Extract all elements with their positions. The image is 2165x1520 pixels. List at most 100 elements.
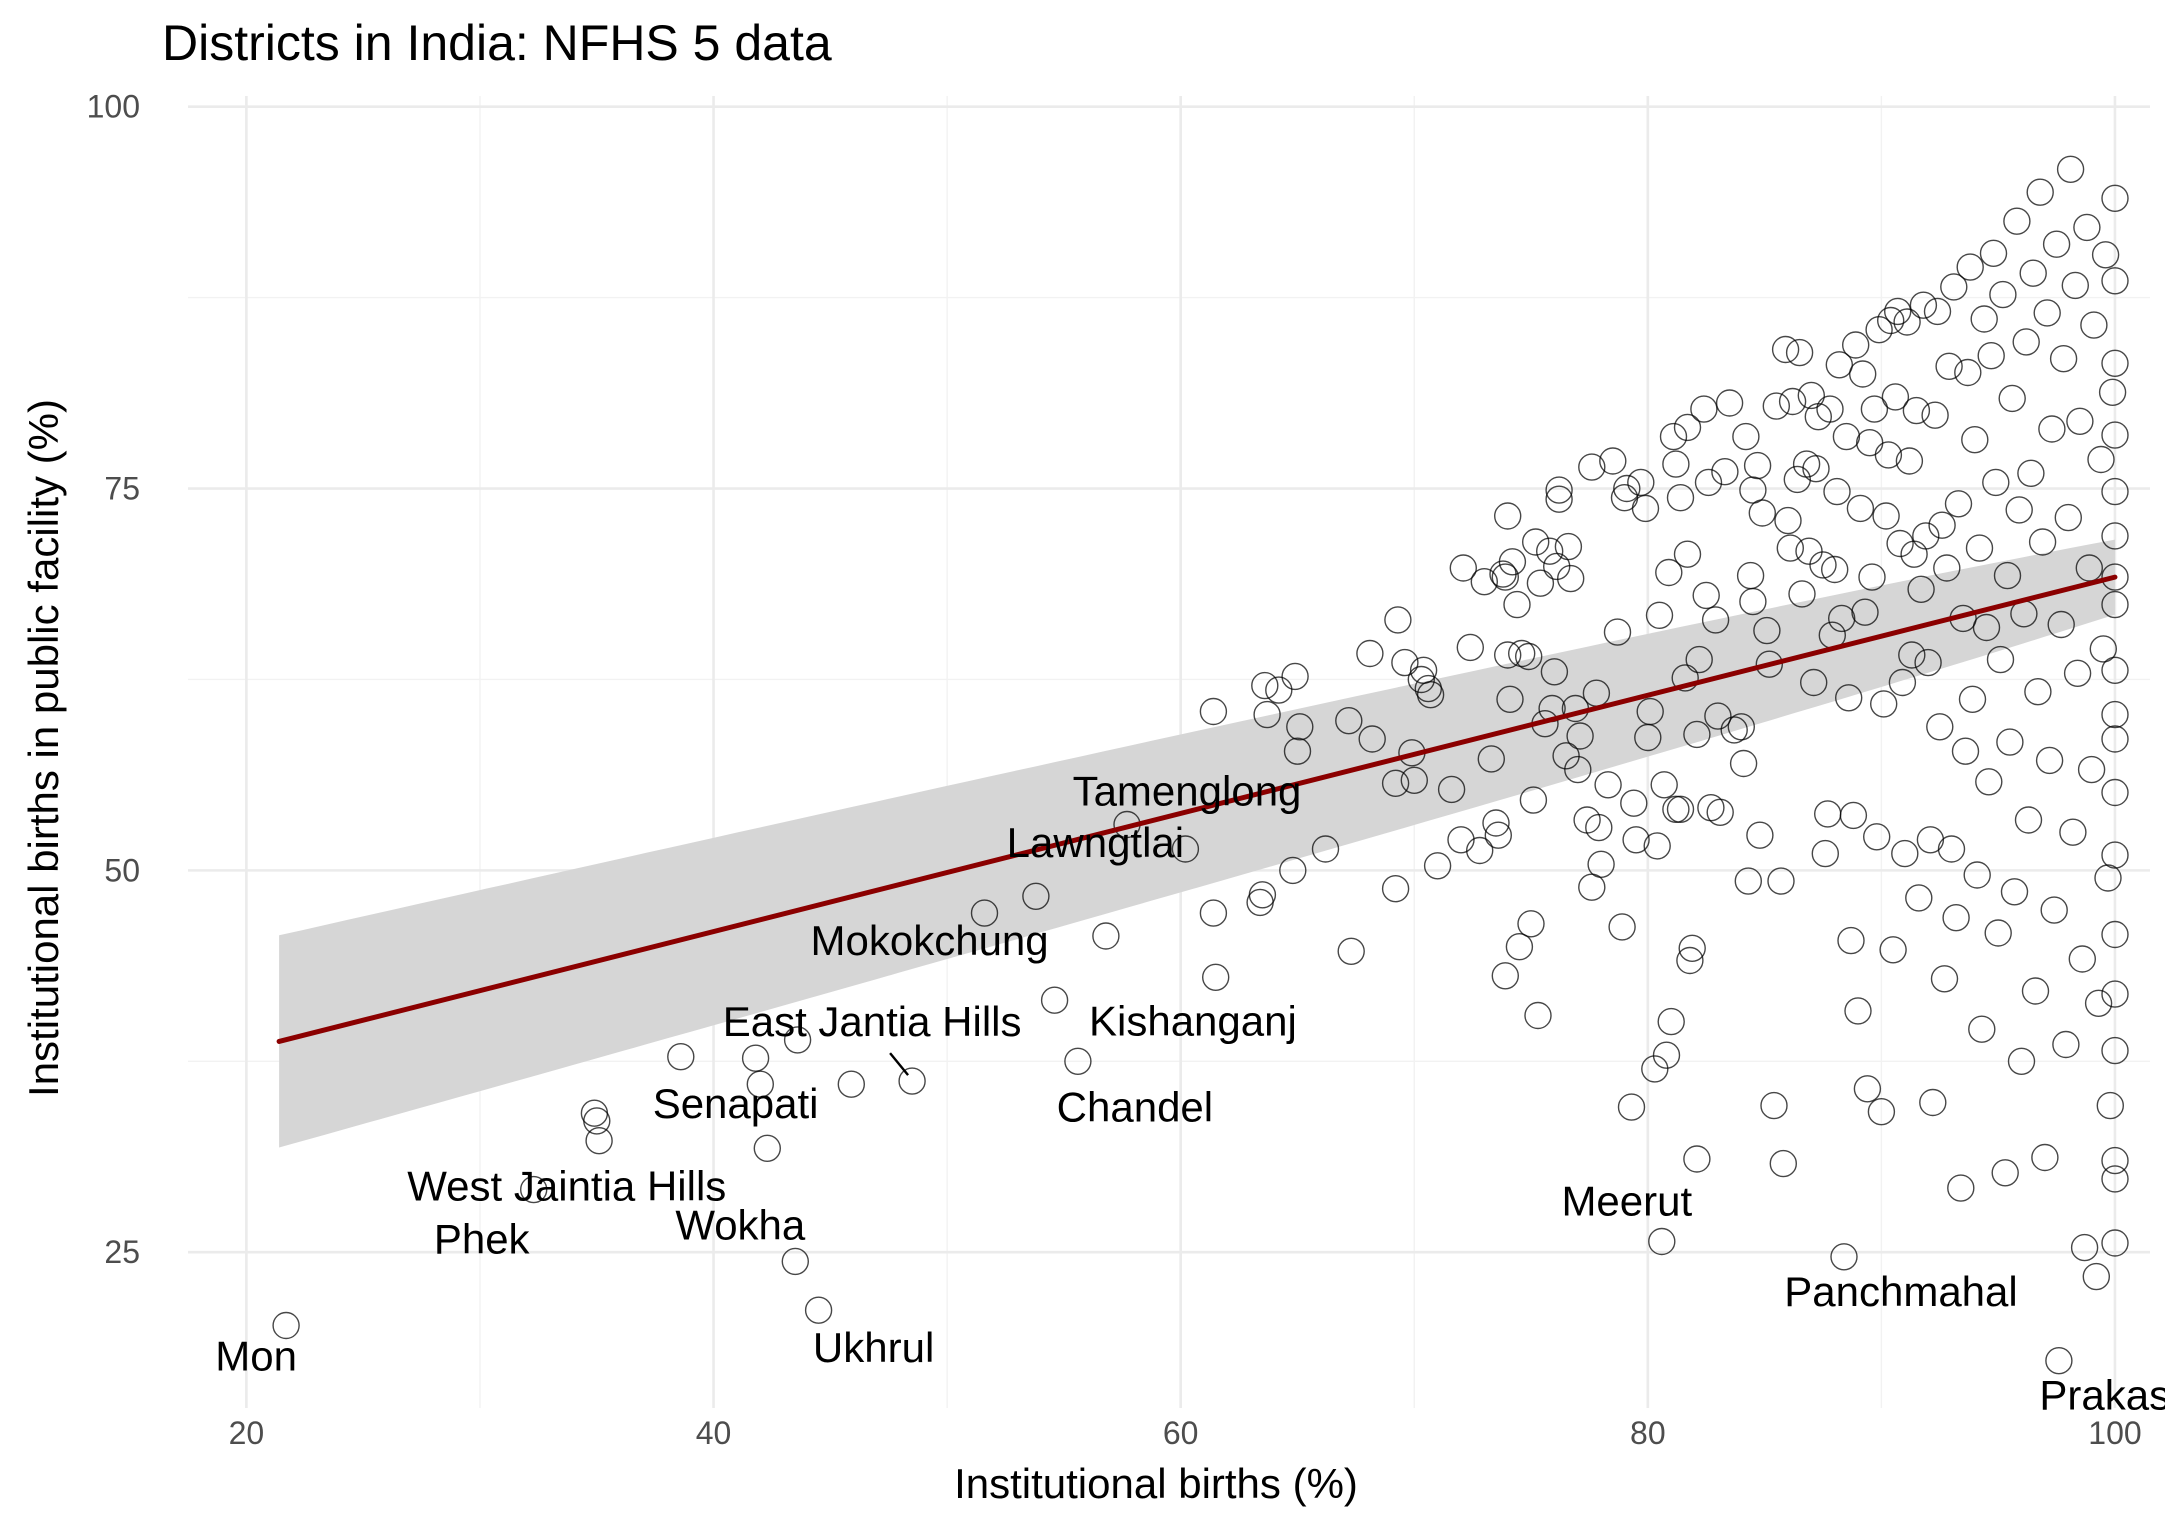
data-point (1755, 650, 1784, 678)
data-point (1809, 551, 1837, 579)
x-axis-title: Institutional births (%) (954, 1460, 1358, 1507)
data-point (1171, 835, 1200, 863)
data-point (1545, 476, 1573, 504)
data-point (1447, 826, 1475, 854)
data-point (1797, 381, 1826, 410)
data-point (804, 1296, 833, 1324)
data-point (2101, 725, 2129, 753)
data-point (2101, 841, 2129, 869)
data-point (2075, 554, 2104, 582)
data-point (1381, 769, 1410, 797)
data-point (1493, 502, 1522, 530)
data-point (1715, 389, 1744, 417)
data-point (1655, 558, 1683, 587)
data-point (1683, 1145, 1711, 1173)
data-point (1729, 749, 1758, 778)
point-labels: Mon Phek West Jaintia Hills Senapati East Ja… (215, 768, 2165, 1419)
data-point (1505, 933, 1534, 961)
y-tick-label: 100 (87, 89, 140, 125)
data-point (837, 1070, 865, 1098)
data-point (1666, 795, 1695, 823)
data-point (1907, 575, 1935, 603)
data-point (2077, 755, 2106, 784)
data-point (1799, 668, 1828, 697)
data-point (1477, 745, 1506, 773)
data-point (1954, 358, 1982, 387)
data-point (1335, 707, 1363, 735)
data-point (2007, 1047, 2036, 1076)
data-point (1830, 1243, 1858, 1271)
data-point (1869, 690, 1898, 718)
point-label: Tamenglong (1073, 768, 1302, 815)
data-point (898, 1067, 926, 1095)
data-point (1851, 598, 1879, 626)
data-point (1526, 569, 1555, 597)
data-point (1711, 458, 1739, 486)
data-point (1491, 563, 1520, 591)
data-point (1650, 771, 1678, 799)
data-point (1697, 794, 1725, 822)
point-label: East Jantia Hills (723, 998, 1022, 1045)
data-point (1627, 468, 1655, 497)
data-point (520, 1175, 548, 1204)
data-point (1984, 919, 2012, 947)
data-point (1958, 685, 1987, 713)
data-point (1832, 422, 1861, 451)
data-point (1820, 555, 1849, 584)
trend-line (276, 574, 2118, 1044)
data-point (1979, 239, 2008, 268)
data-point (1279, 856, 1307, 885)
data-point (1986, 645, 2015, 674)
data-point (1449, 554, 1478, 582)
data-point (2098, 378, 2127, 406)
data-point (1762, 392, 1791, 420)
data-point (1199, 697, 1228, 726)
data-point (1281, 662, 1309, 691)
x-tick-label: 40 (696, 1415, 732, 1451)
data-point (2063, 659, 2092, 687)
data-point (2014, 806, 2043, 834)
data-point (1926, 713, 1954, 741)
data-point (2059, 818, 2087, 846)
data-point (1391, 648, 1419, 677)
data-point (1519, 786, 1548, 814)
data-point (1507, 639, 1536, 668)
data-point (1968, 1015, 1996, 1043)
data-point (1883, 297, 1912, 326)
data-point (1022, 882, 1050, 910)
data-point (1040, 986, 1069, 1014)
data-point (1956, 253, 1984, 281)
data-point (1963, 861, 1991, 889)
data-point (1620, 789, 1648, 817)
data-point (2054, 503, 2083, 532)
data-point (741, 1044, 770, 1072)
data-point (1251, 671, 1279, 700)
data-point (1879, 936, 1907, 964)
data-point (2005, 496, 2033, 524)
data-point (2101, 349, 2129, 377)
point-label: Meerut (1561, 1178, 1692, 1225)
point-label: Mokokchung (811, 917, 1049, 964)
data-point (1690, 395, 1718, 423)
data-point (1940, 273, 1968, 301)
data-point (1739, 476, 1767, 504)
data-point (580, 1099, 609, 1127)
data-point (1837, 926, 1865, 955)
data-point (1286, 713, 1314, 741)
data-point (1783, 465, 1812, 494)
data-point (1701, 606, 1730, 634)
data-point (583, 1107, 611, 1135)
point-label: Kishanganj (1089, 997, 1297, 1044)
data-point (1823, 477, 1851, 506)
data-point (1437, 775, 1466, 804)
data-point (2073, 213, 2101, 242)
data-point (1746, 821, 1774, 849)
data-point (1900, 540, 1928, 568)
data-point (746, 1070, 774, 1098)
y-axis-title: Institutional births in public facility … (20, 399, 67, 1097)
data-point (1876, 306, 1905, 335)
data-point (1613, 474, 1641, 503)
data-point (970, 899, 999, 927)
data-point (1975, 768, 2003, 796)
data-point (1841, 331, 1870, 359)
